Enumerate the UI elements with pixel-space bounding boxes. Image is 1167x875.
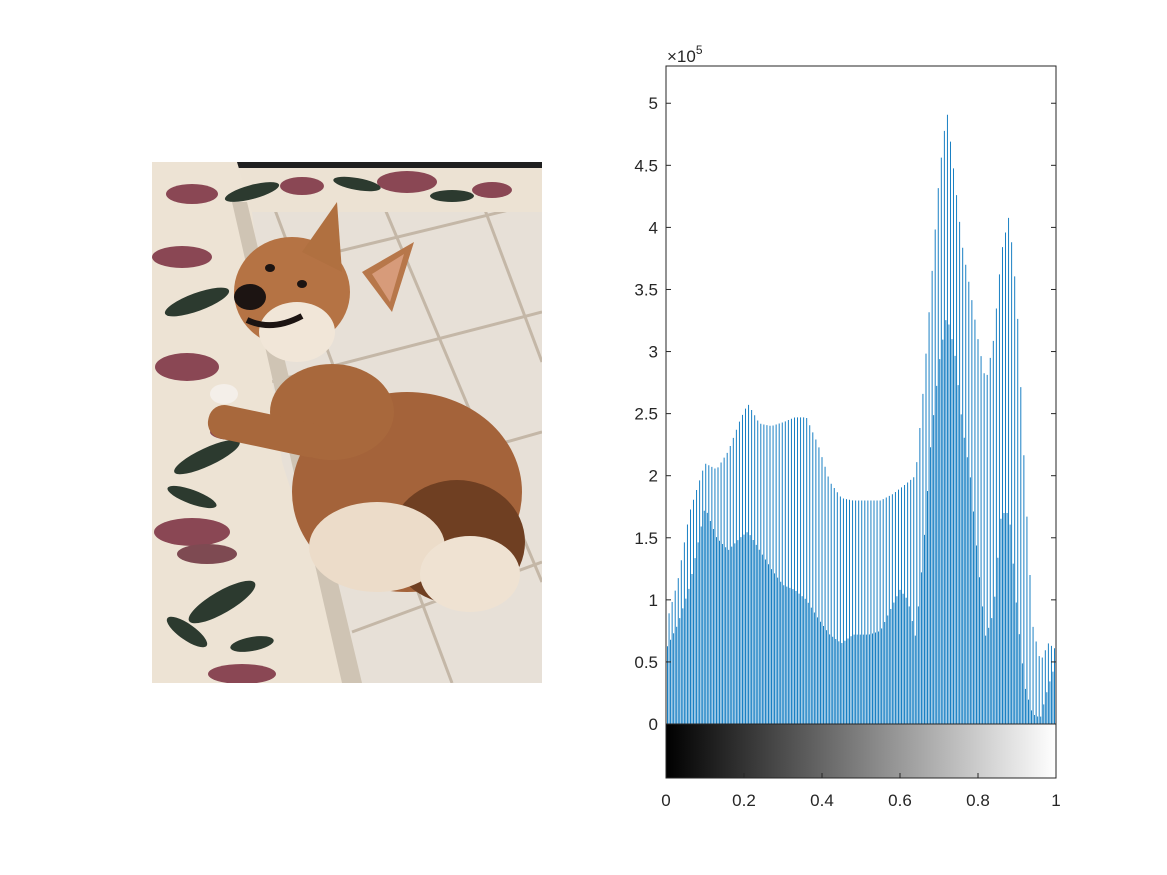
- x-axis-ticks: 0 0.2 0.4 0.6 0.8 1: [661, 773, 1061, 810]
- y-tick-label: 3.5: [634, 280, 658, 299]
- y-axis-ticks: 0 0.5 1 1.5 2 2.5 3 3.5 4 4.5 5: [634, 94, 1056, 734]
- y-exponent-base: ×10: [667, 47, 696, 66]
- x-tick-label: 0: [661, 791, 670, 810]
- histogram-bars: [665, 114, 1057, 724]
- y-tick-label: 4: [649, 218, 658, 237]
- grayscale-colorbar: [665, 723, 1057, 779]
- x-tick-label: 0.6: [888, 791, 912, 810]
- y-tick-label: 0.5: [634, 653, 658, 672]
- corgi-photo-drawing: [152, 162, 542, 683]
- y-tick-label: 1.5: [634, 529, 658, 548]
- x-tick-label: 1: [1051, 791, 1060, 810]
- y-tick-label: 0: [649, 715, 658, 734]
- x-tick-label: 0.8: [966, 791, 990, 810]
- corgi: [207, 202, 525, 612]
- x-tick-label: 0.4: [810, 791, 834, 810]
- y-exponent-label: ×105: [667, 43, 703, 66]
- corgi-photo: [152, 162, 542, 683]
- rug-top-edge: [152, 162, 542, 168]
- y-tick-label: 5: [649, 94, 658, 113]
- y-tick-label: 2: [649, 467, 658, 486]
- y-exponent-power: 5: [696, 43, 703, 57]
- rug-leaves: [164, 176, 474, 652]
- y-tick-label: 3: [649, 343, 658, 362]
- rug-flowers: [152, 171, 512, 683]
- y-tick-label: 4.5: [634, 156, 658, 175]
- x-tick-label: 0.2: [732, 791, 756, 810]
- y-tick-label: 1: [649, 591, 658, 610]
- y-tick-label: 2.5: [634, 405, 658, 424]
